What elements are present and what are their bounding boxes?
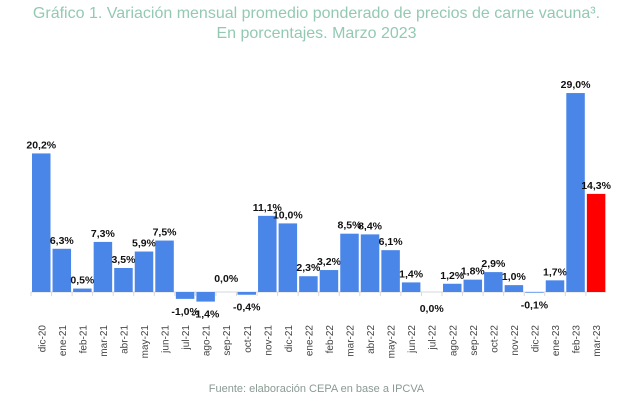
bar-abr-22 xyxy=(360,234,380,292)
data-label: 1,2% xyxy=(440,270,465,282)
data-label: 0,0% xyxy=(214,273,239,285)
bar-nov-22 xyxy=(504,285,524,292)
data-label: 6,1% xyxy=(379,236,404,248)
data-label: 29,0% xyxy=(561,79,591,91)
bar-oct-22 xyxy=(484,272,503,292)
x-tick-label: feb-22 xyxy=(325,325,336,354)
x-tick-label: dic-22 xyxy=(530,325,541,353)
data-label: 1,0% xyxy=(502,271,527,283)
chart-title: Gráfico 1. Variación mensual promedio po… xyxy=(32,5,601,22)
x-tick-label: oct-22 xyxy=(489,325,500,353)
x-tick-label: ene-22 xyxy=(304,325,315,357)
bar-mar-22 xyxy=(340,233,359,292)
bar-mar-23 xyxy=(586,193,606,292)
data-label: -0,4% xyxy=(233,302,261,314)
data-label: 11,1% xyxy=(253,202,283,214)
x-tick-label: nov-21 xyxy=(263,325,274,356)
data-label: 7,5% xyxy=(153,227,178,239)
x-tick-label: sep-21 xyxy=(222,325,233,356)
x-tick-label: nov-22 xyxy=(510,325,521,356)
data-label: -1,0% xyxy=(171,306,199,318)
bar-dic-20 xyxy=(32,153,51,292)
x-tick-label: dic-21 xyxy=(284,325,295,353)
x-tick-label: jun-22 xyxy=(407,325,418,354)
data-label: 8,4% xyxy=(358,220,383,232)
bar-feb-23 xyxy=(566,93,585,292)
x-tick-label: feb-23 xyxy=(572,325,583,354)
chart-source: Fuente: elaboración CEPA en base a IPCVA xyxy=(208,383,425,395)
bar-ene-23 xyxy=(545,280,565,292)
data-label: 3,5% xyxy=(111,254,136,266)
bar-nov-21 xyxy=(258,215,277,292)
bar-feb-21 xyxy=(73,288,92,292)
data-label: 1,4% xyxy=(399,268,424,280)
x-tick-label: abr-22 xyxy=(366,325,377,354)
data-label: -1,4% xyxy=(192,309,220,321)
x-tick-label: sep-22 xyxy=(469,325,480,356)
x-tick-label: may-22 xyxy=(387,325,398,359)
bar-ene-22 xyxy=(299,276,318,292)
data-label: 20,2% xyxy=(26,139,56,151)
x-tick-label: mar-21 xyxy=(99,325,110,357)
x-tick-label: jul-22 xyxy=(428,325,439,351)
data-label: 14,3% xyxy=(581,180,611,192)
data-label: 1,8% xyxy=(461,266,486,278)
chart-subtitle: En porcentajes. Marzo 2023 xyxy=(216,25,417,42)
x-tick-label: ago-22 xyxy=(448,325,459,357)
x-tick-label: mar-22 xyxy=(346,325,357,357)
x-tick-label: ago-21 xyxy=(202,325,213,357)
x-tick-label: dic-20 xyxy=(37,325,48,353)
x-tick-label: mar-23 xyxy=(592,325,603,357)
x-tick-label: ene-21 xyxy=(58,325,69,357)
bar-may-21 xyxy=(134,251,154,292)
x-tick-label: jul-21 xyxy=(181,325,192,351)
data-label: 2,9% xyxy=(481,258,506,270)
bar-oct-21 xyxy=(237,292,256,295)
x-tick-label: abr-21 xyxy=(119,325,130,354)
bar-jun-22 xyxy=(401,282,421,292)
data-label: 10,0% xyxy=(273,209,303,221)
bar-feb-22 xyxy=(319,270,339,292)
bar-mar-21 xyxy=(93,241,113,292)
bar-dic-22 xyxy=(525,292,544,293)
data-label: -0,1% xyxy=(521,300,549,312)
data-label: 1,7% xyxy=(543,266,568,278)
data-label: 3,2% xyxy=(317,256,342,268)
bar-may-22 xyxy=(381,250,400,292)
data-label: 7,3% xyxy=(91,228,116,240)
x-tick-label: feb-21 xyxy=(78,325,89,354)
data-label: 2,3% xyxy=(296,262,321,274)
bar-sep-22 xyxy=(463,279,483,292)
bar-dic-21 xyxy=(278,223,298,292)
data-label: 0,5% xyxy=(70,275,95,287)
data-label: 0,0% xyxy=(420,303,445,315)
bar-abr-21 xyxy=(114,267,133,292)
bar-jun-21 xyxy=(155,240,174,292)
bar-jul-21 xyxy=(175,292,195,299)
x-tick-label: oct-21 xyxy=(243,325,254,353)
bar-ene-21 xyxy=(52,248,72,292)
data-label: 5,9% xyxy=(132,238,157,250)
bar-ago-21 xyxy=(196,292,215,302)
x-tick-label: may-21 xyxy=(140,325,151,359)
x-tick-label: ene-23 xyxy=(551,325,562,357)
x-tick-label: jun-21 xyxy=(161,325,172,354)
data-label: 8,5% xyxy=(338,220,363,232)
data-label: 6,3% xyxy=(50,235,75,247)
bar-ago-22 xyxy=(443,283,462,292)
